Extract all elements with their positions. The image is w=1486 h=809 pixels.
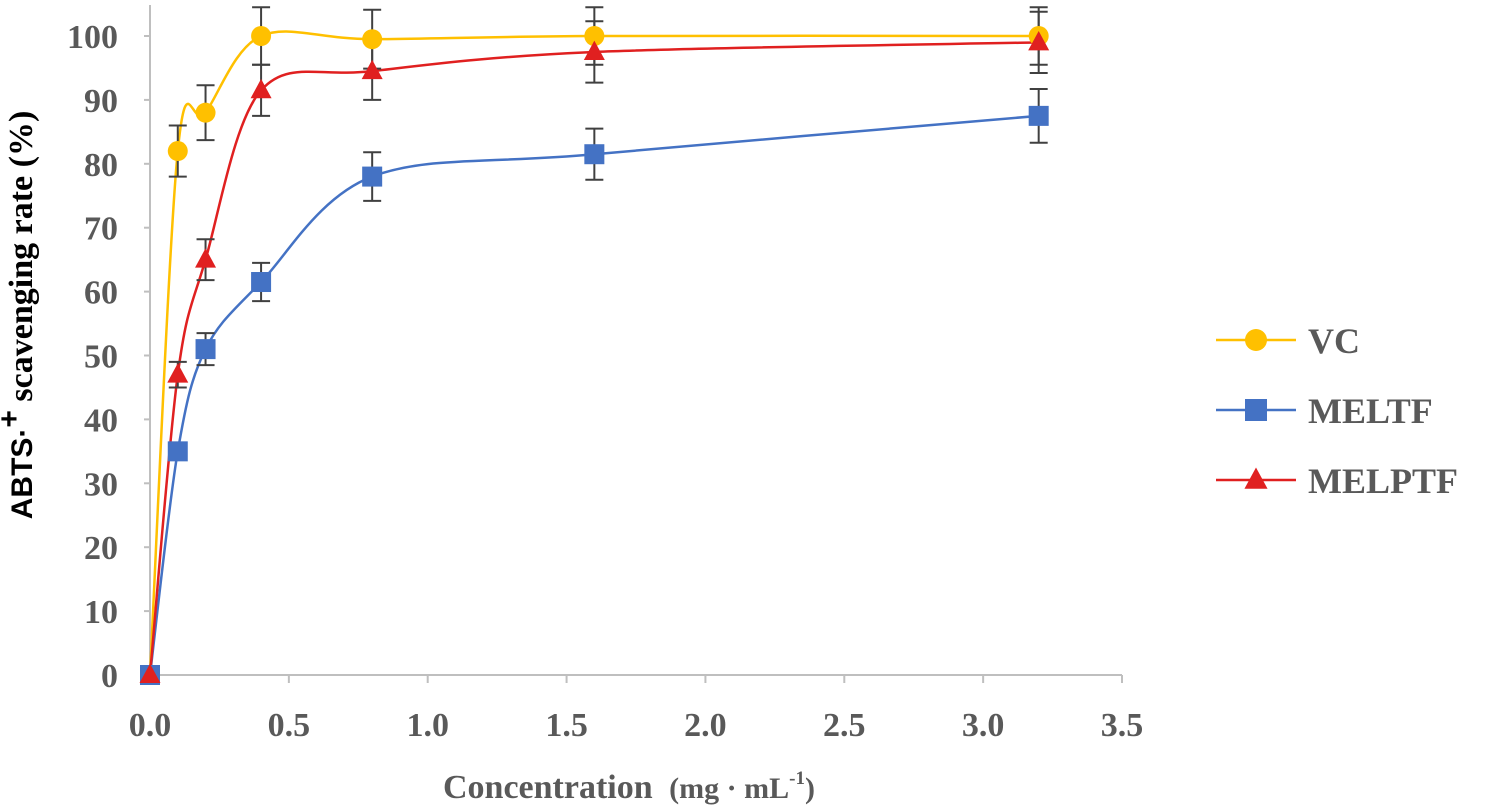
legend-label-vc: VC bbox=[1308, 321, 1360, 361]
legend-label-melptf: MELPTF bbox=[1308, 461, 1458, 501]
point-vc bbox=[167, 141, 188, 162]
point-melptf bbox=[250, 78, 272, 99]
y-tick-label: 50 bbox=[84, 339, 118, 376]
y-tick-label: 90 bbox=[84, 83, 118, 120]
y-axis-title: ABTS·+ scavenging rate (%) bbox=[0, 111, 40, 520]
y-tick-label: 60 bbox=[84, 275, 118, 312]
legend-item-vc: VC bbox=[1216, 321, 1360, 361]
point-meltf bbox=[584, 144, 605, 165]
x-tick-labels: 0.0 0.5 1.0 1.5 2.0 2.5 3.0 3.5 bbox=[129, 675, 1144, 744]
legend-item-melptf: MELPTF bbox=[1216, 461, 1458, 501]
y-tick-label: 20 bbox=[84, 530, 118, 567]
point-melptf bbox=[583, 40, 605, 60]
x-tick-label: 0.5 bbox=[268, 707, 311, 744]
y-tick-label: 0 bbox=[101, 658, 118, 695]
point-melptf bbox=[195, 248, 217, 268]
y-tick-label: 80 bbox=[84, 147, 118, 184]
point-melptf bbox=[1028, 30, 1050, 51]
point-melptf bbox=[361, 59, 383, 80]
axes bbox=[149, 5, 1122, 676]
x-tick-label: 3.0 bbox=[962, 707, 1005, 744]
point-meltf bbox=[1028, 105, 1049, 126]
point-vc bbox=[584, 26, 605, 46]
x-axis-title: Concentration (mg · mL-1) bbox=[443, 768, 815, 806]
y-tick-label: 40 bbox=[84, 402, 118, 439]
legend-marker-vc bbox=[1245, 329, 1267, 351]
legend-marker-melptf bbox=[1244, 467, 1268, 489]
point-meltf bbox=[167, 441, 188, 462]
x-tick-label: 2.5 bbox=[823, 707, 866, 744]
point-vc bbox=[362, 29, 383, 50]
point-melptf bbox=[167, 363, 189, 383]
legend-label-meltf: MELTF bbox=[1308, 391, 1433, 431]
error-bars bbox=[168, 6, 1048, 389]
y-tick-labels: 0 10 20 30 40 50 60 70 80 90 100 bbox=[67, 19, 150, 695]
series-line-melptf bbox=[148, 41, 1039, 676]
point-meltf bbox=[195, 339, 216, 360]
point-meltf bbox=[251, 272, 272, 293]
legend-item-meltf: MELTF bbox=[1216, 391, 1433, 431]
point-vc bbox=[251, 26, 272, 46]
y-tick-label: 30 bbox=[84, 466, 118, 503]
data-markers bbox=[139, 26, 1050, 685]
point-meltf bbox=[362, 166, 383, 187]
point-melptf bbox=[139, 663, 161, 683]
x-tick-label: 1.5 bbox=[545, 707, 588, 744]
series-line-meltf bbox=[148, 114, 1039, 676]
y-tick-label: 70 bbox=[84, 211, 118, 248]
point-vc bbox=[195, 102, 216, 123]
x-tick-label: 3.5 bbox=[1101, 707, 1144, 744]
x-tick-label: 1.0 bbox=[406, 707, 449, 744]
x-tick-label: 0.0 bbox=[129, 707, 172, 744]
legend: VC MELTF MELPTF bbox=[1216, 321, 1458, 501]
legend-marker-meltf bbox=[1245, 399, 1267, 421]
x-tick-label: 2.0 bbox=[684, 707, 727, 744]
y-tick-label: 10 bbox=[84, 594, 118, 631]
y-tick-label: 100 bbox=[67, 19, 118, 56]
